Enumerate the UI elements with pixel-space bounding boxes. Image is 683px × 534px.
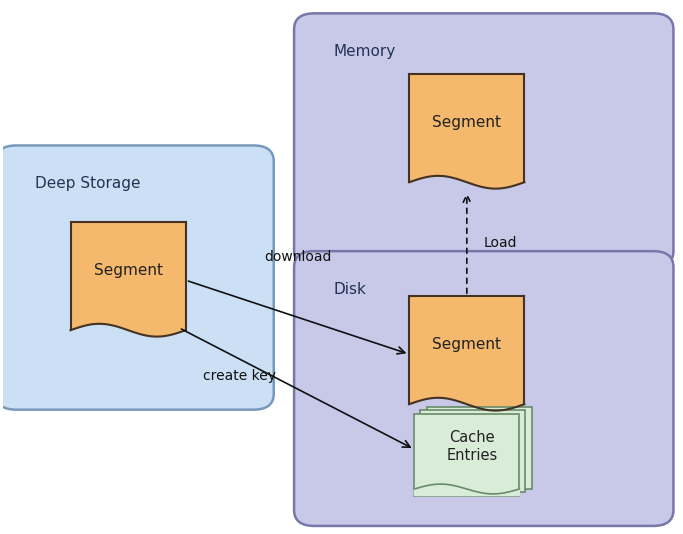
Text: Disk: Disk — [333, 282, 366, 297]
Text: Cache
Entries: Cache Entries — [447, 430, 498, 463]
Text: Memory: Memory — [333, 44, 395, 59]
FancyBboxPatch shape — [415, 414, 519, 496]
FancyBboxPatch shape — [426, 407, 531, 489]
FancyBboxPatch shape — [421, 411, 525, 492]
FancyBboxPatch shape — [0, 145, 274, 410]
Text: Deep Storage: Deep Storage — [36, 176, 141, 191]
FancyBboxPatch shape — [294, 251, 673, 526]
Polygon shape — [409, 74, 525, 191]
FancyBboxPatch shape — [294, 13, 673, 267]
Text: Load: Load — [484, 236, 517, 250]
Polygon shape — [415, 484, 519, 496]
Text: create key: create key — [204, 369, 277, 383]
Text: download: download — [264, 250, 331, 264]
Text: Segment: Segment — [94, 263, 163, 278]
Polygon shape — [409, 296, 525, 412]
Text: Segment: Segment — [432, 115, 501, 130]
Text: Segment: Segment — [432, 337, 501, 352]
Polygon shape — [70, 222, 186, 339]
